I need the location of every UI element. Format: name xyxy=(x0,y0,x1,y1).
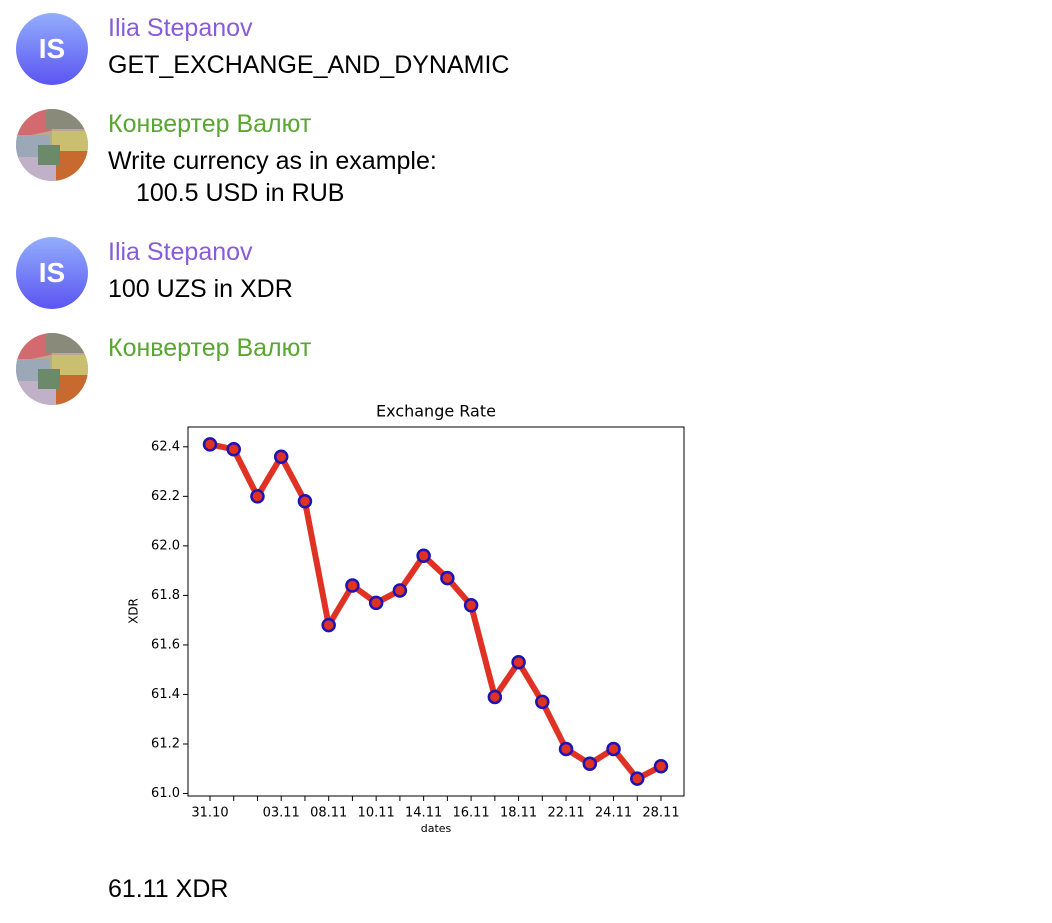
x-tick-label: 22.11 xyxy=(547,806,584,821)
data-point xyxy=(606,741,621,757)
x-tick-label: 18.11 xyxy=(500,806,537,821)
y-tick-label: 61.8 xyxy=(151,588,180,603)
x-tick-label: 14.11 xyxy=(405,806,442,821)
avatar[interactable]: IS xyxy=(16,237,88,309)
sender-name: Конвертер Валют xyxy=(108,334,312,362)
message-text: 61.11 XDR xyxy=(108,875,229,903)
y-tick-label: 62.2 xyxy=(151,489,180,504)
data-point xyxy=(392,583,408,598)
data-point xyxy=(202,437,218,452)
data-point xyxy=(345,578,360,593)
chart-title: Exchange Rate xyxy=(376,402,496,421)
data-point xyxy=(368,595,384,611)
plot-frame xyxy=(187,426,685,797)
x-tick-label: 31.10 xyxy=(191,806,228,821)
data-point xyxy=(321,617,336,633)
sender-name: Конвертер Валют xyxy=(108,110,312,138)
data-point xyxy=(582,756,598,772)
y-tick-label: 62.0 xyxy=(151,538,180,553)
x-tick-label: 24.11 xyxy=(595,806,632,821)
y-tick-label: 61.6 xyxy=(151,637,180,652)
data-point xyxy=(297,494,313,509)
data-point xyxy=(487,689,503,705)
message-text: 100 UZS in XDR xyxy=(108,275,293,303)
chart: Exchange Rate dates XDR 61.0 61.2 61.4 61.6… xyxy=(127,402,685,835)
data-point xyxy=(416,548,431,564)
y-axis-label: XDR xyxy=(127,598,141,624)
x-tick-label: 16.11 xyxy=(452,806,489,821)
sender-name: Ilia Stepanov xyxy=(108,14,253,42)
y-tick-label: 62.4 xyxy=(151,439,180,454)
avatar[interactable]: IS xyxy=(16,13,88,85)
y-tick-label: 61.4 xyxy=(151,687,180,702)
data-point xyxy=(440,570,455,586)
x-tick-label: 10.11 xyxy=(358,806,395,821)
x-axis-label: dates xyxy=(421,822,452,835)
message-text: Write currency as in example: xyxy=(108,147,437,175)
sender-name: Ilia Stepanov xyxy=(108,238,253,266)
x-tick-label: 03.11 xyxy=(263,806,300,821)
x-tick-label: 08.11 xyxy=(310,806,347,821)
data-point xyxy=(535,694,550,710)
data-point xyxy=(558,741,574,757)
data-point xyxy=(226,442,241,457)
message-text: 100.5 USD in RUB xyxy=(136,179,345,207)
y-tick-label: 61.2 xyxy=(151,736,180,751)
message-text: GET_EXCHANGE_AND_DYNAMIC xyxy=(108,51,510,79)
data-point xyxy=(463,598,479,613)
y-tick-label: 61.0 xyxy=(151,786,180,801)
data-point xyxy=(511,655,526,670)
x-tick-label: 28.11 xyxy=(642,806,679,821)
data-point xyxy=(273,449,289,464)
data-point xyxy=(250,489,265,504)
data-point xyxy=(630,771,645,786)
data-point xyxy=(653,759,669,774)
